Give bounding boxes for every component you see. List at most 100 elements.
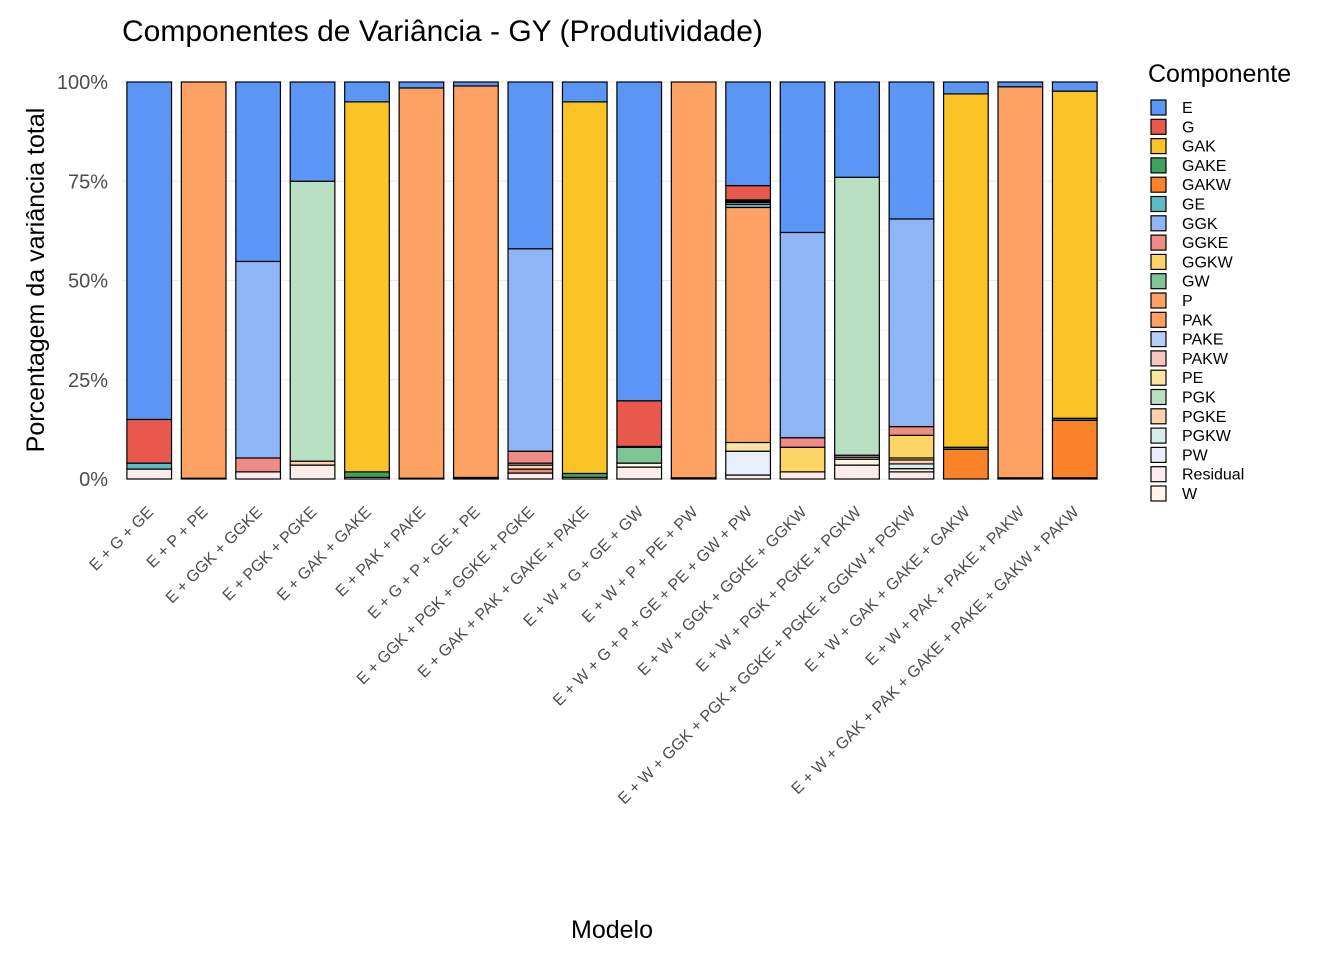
bar-segment-residual — [888, 471, 935, 480]
bar-segment-ggk — [235, 260, 282, 459]
bar-segment-e — [1051, 81, 1098, 92]
bar-segment-pw — [725, 450, 772, 476]
legend-item-e: E — [1150, 99, 1193, 117]
bar-segment-w — [834, 458, 880, 466]
legend-swatch — [1150, 176, 1167, 193]
legend-label: PGKW — [1182, 428, 1232, 445]
x-tick-label: E + W + G + P + GE + PE + GW + PW — [550, 503, 756, 709]
bar-segment-pgk — [289, 180, 336, 462]
legend-item-pak: PAK — [1150, 311, 1213, 329]
legend-label: PAKE — [1182, 332, 1224, 349]
bar-segment-ggke — [507, 450, 554, 464]
legend-item-pgkw: PGKW — [1150, 427, 1232, 445]
bar-segment-gak — [561, 101, 608, 475]
legend-label: PW — [1182, 447, 1209, 464]
bar-segment-pak — [997, 86, 1044, 479]
bar-segment-residual — [235, 471, 282, 480]
bar-segment-e — [289, 81, 336, 182]
bar-segment-gake — [344, 471, 390, 479]
legend-item-pake: PAKE — [1150, 331, 1224, 349]
bar-segment-e — [561, 81, 608, 103]
legend-item-pgk: PGK — [1150, 388, 1216, 407]
legend-swatch — [1150, 446, 1167, 463]
bar-stack — [235, 81, 282, 480]
legend-label: GE — [1182, 197, 1205, 214]
legend-label: GGKE — [1182, 235, 1228, 252]
legend-label: P — [1182, 293, 1193, 310]
legend-swatch — [1150, 138, 1167, 155]
legend-items: EG GAK GAKE GAKW GE GGK GGKE GGKW GW P PAK PAKE PAKW… — [1150, 99, 1244, 503]
bar-segment-e — [126, 81, 173, 421]
y-tick-label: 50% — [68, 271, 108, 293]
bars — [126, 81, 1098, 480]
legend-label: GGKW — [1182, 254, 1234, 271]
bar-stack — [670, 81, 717, 480]
legend-swatch — [1150, 234, 1167, 251]
bar-segment-residual — [616, 466, 663, 480]
y-tick-label: 75% — [68, 171, 108, 193]
x-axis-title: Modelo — [571, 916, 653, 944]
legend-swatch — [1150, 273, 1167, 290]
bar-segment-p — [452, 85, 499, 479]
bar-segment-e — [235, 81, 282, 263]
legend-label: G — [1182, 119, 1194, 136]
legend-item-ggke: GGKE — [1150, 234, 1228, 252]
bar-segment-ggk — [507, 248, 554, 452]
y-axis-title: Porcentagem da variância total — [22, 108, 50, 453]
bar-segment-e — [616, 81, 663, 402]
bar-segment-gakw — [942, 448, 989, 480]
legend-swatch — [1150, 253, 1167, 270]
bar-segment-pgkw — [888, 463, 935, 470]
legend-item-w: W — [1150, 485, 1198, 503]
legend-item-gake: GAKE — [1150, 157, 1226, 175]
legend-item-gw: GW — [1150, 273, 1210, 291]
legend-swatch — [1150, 388, 1167, 406]
legend-item-pakw: PAKW — [1150, 350, 1229, 368]
legend-label: GGK — [1182, 216, 1218, 233]
bar-stack — [289, 81, 336, 480]
bar-segment-ggke — [235, 457, 282, 473]
legend-label: PGKE — [1182, 409, 1226, 426]
legend-item-ggkw: GGKW — [1150, 253, 1234, 271]
bar-segment-gak — [1051, 90, 1098, 419]
bar-segment-p — [725, 206, 772, 444]
y-tick-label: 0% — [79, 469, 108, 491]
bar-segment-g — [616, 400, 663, 448]
bar-stack — [561, 81, 608, 480]
bar-stack — [452, 81, 499, 480]
y-axis-ticks: 0% 25% 50% 75% 100% — [57, 72, 108, 491]
bar-segment-gak — [942, 93, 989, 448]
bar-segment-gakw — [1051, 419, 1098, 479]
legend-swatch — [1150, 350, 1167, 367]
bar-segment-p — [180, 81, 227, 479]
chart-title: Componentes de Variância - GY (Produtivi… — [122, 15, 763, 48]
bar-stack — [942, 81, 989, 480]
legend-item-g: G — [1150, 118, 1194, 136]
legend-label: PE — [1182, 370, 1203, 387]
bar-stack — [725, 81, 772, 480]
bar-segment-e — [834, 81, 880, 178]
bar-segment-e — [344, 81, 390, 103]
bar-stack — [888, 81, 935, 480]
legend-swatch — [1150, 195, 1167, 213]
legend-label: PAKW — [1182, 351, 1229, 368]
bar-stack — [126, 81, 173, 480]
legend-swatch — [1150, 99, 1167, 116]
x-tick-label: E + GGK + GGKE — [163, 504, 266, 607]
bar-segment-ggk — [779, 231, 826, 439]
bar-segment-ggk — [888, 218, 935, 428]
bar-stack — [779, 81, 826, 480]
bar-segment-e — [507, 81, 554, 250]
legend-label: PGK — [1182, 390, 1216, 407]
bar-segment-p — [670, 81, 717, 479]
bar-segment-residual — [507, 472, 554, 480]
legend-item-pw: PW — [1150, 446, 1209, 464]
bar-stack — [1051, 81, 1098, 480]
bar-segment-e — [452, 81, 499, 87]
legend-label: Residual — [1182, 467, 1244, 484]
legend-item-pgke: PGKE — [1150, 408, 1226, 426]
bar-segment-e — [997, 81, 1044, 88]
legend-swatch — [1150, 408, 1167, 425]
